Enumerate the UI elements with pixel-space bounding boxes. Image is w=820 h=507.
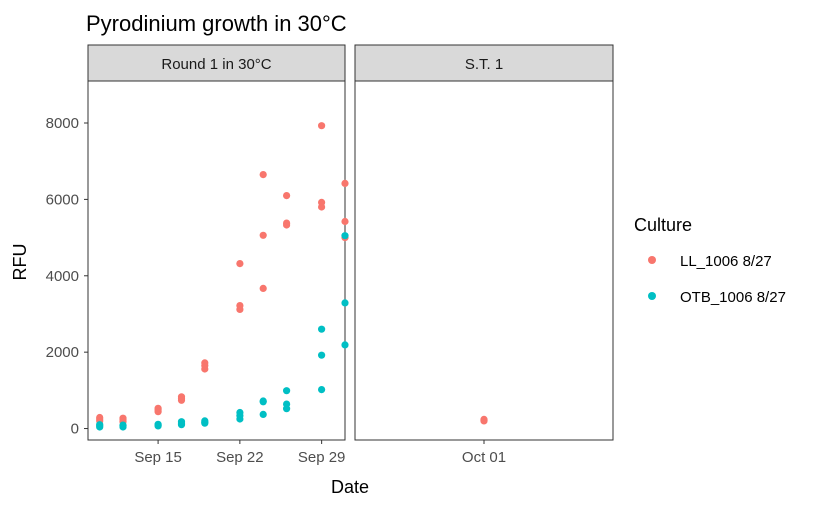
data-point <box>201 359 209 367</box>
x-axis-title: Date <box>331 477 369 497</box>
data-point <box>341 179 349 187</box>
y-axis-title: RFU <box>10 244 30 281</box>
data-point <box>318 198 326 206</box>
chart-title: Pyrodinium growth in 30°C <box>86 11 347 36</box>
panel-round-1: Round 1 in 30°C Sep 15 Sep 22 Sep 29 <box>87 44 349 466</box>
strip-background <box>87 44 346 82</box>
x-tick-label: Sep 22 <box>216 449 264 466</box>
strip-label: S.T. 1 <box>465 56 503 73</box>
points-layer <box>480 415 488 425</box>
data-point <box>154 404 162 412</box>
data-point <box>341 341 349 349</box>
y-tick-label: 4000 <box>46 268 79 285</box>
data-point <box>341 299 349 307</box>
x-tick-label: Oct 01 <box>462 449 506 466</box>
data-point <box>283 400 291 408</box>
data-point <box>236 260 244 268</box>
data-point <box>318 386 326 394</box>
panel-frame <box>354 80 614 441</box>
data-point <box>96 413 104 422</box>
x-axis-ticks: Oct 01 <box>462 440 506 466</box>
panel-frame <box>87 80 346 441</box>
data-point <box>236 408 244 417</box>
y-tick-label: 0 <box>71 421 79 438</box>
data-point <box>259 284 267 292</box>
data-point <box>177 393 186 401</box>
data-point <box>201 417 209 425</box>
data-point <box>259 171 267 179</box>
data-point <box>283 219 291 227</box>
data-point <box>283 192 291 200</box>
points-layer <box>96 122 349 431</box>
data-point <box>154 420 162 428</box>
data-point <box>259 231 267 239</box>
data-point <box>480 415 488 423</box>
y-tick-label: 6000 <box>46 191 79 208</box>
data-point <box>96 421 104 429</box>
x-axis-ticks: Sep 15 Sep 22 Sep 29 <box>134 440 345 466</box>
data-point <box>177 418 186 426</box>
data-point <box>119 421 127 429</box>
data-point <box>318 325 326 333</box>
legend-label-ll: LL_1006 8/27 <box>680 253 772 270</box>
y-axis: 0 2000 4000 6000 8000 <box>46 115 88 438</box>
panel-st-1: S.T. 1 Oct 01 <box>354 44 614 466</box>
data-point <box>259 410 267 418</box>
strip-label: Round 1 in 30°C <box>161 56 271 73</box>
x-tick-label: Sep 15 <box>134 449 182 466</box>
data-point <box>119 414 127 422</box>
data-point <box>318 351 326 359</box>
legend-key-otb <box>648 292 656 300</box>
x-tick-label: Sep 29 <box>298 449 346 466</box>
strip-background <box>354 44 614 82</box>
data-point <box>236 302 244 310</box>
y-tick-label: 2000 <box>46 344 79 361</box>
legend: Culture LL_1006 8/27 OTB_1006 8/27 <box>634 215 786 306</box>
data-point <box>341 217 349 226</box>
data-point <box>318 122 326 130</box>
legend-key-ll <box>648 256 656 264</box>
data-point <box>259 397 267 405</box>
data-point <box>341 232 349 240</box>
y-tick-label: 8000 <box>46 115 79 132</box>
legend-title: Culture <box>634 215 692 235</box>
legend-label-otb: OTB_1006 8/27 <box>680 289 786 306</box>
data-point <box>283 387 291 395</box>
